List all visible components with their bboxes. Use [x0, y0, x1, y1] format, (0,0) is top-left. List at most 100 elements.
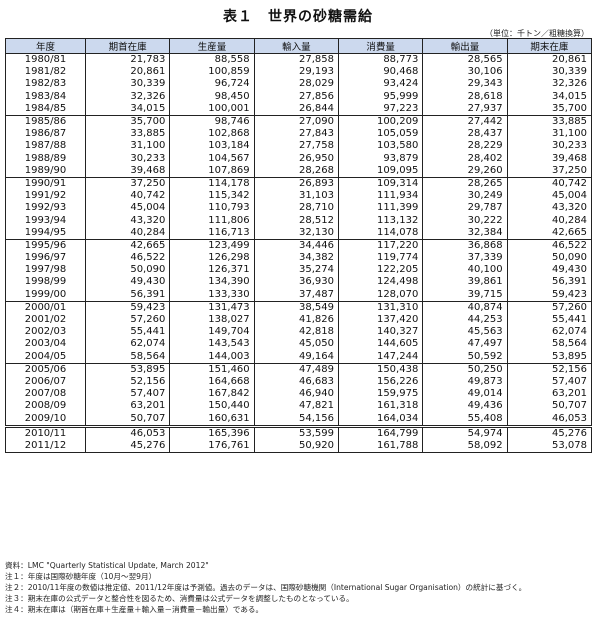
table-cell: 31,103	[253, 190, 339, 203]
table-cell: 54,156	[253, 412, 339, 427]
table-row: 1984/85 34,015 100,001 26,844 97,223 27,937 35…	[5, 102, 593, 116]
table-cell: 63,201	[84, 400, 171, 413]
table-cell: 40,874	[422, 300, 508, 314]
table-cell: 113,132	[337, 214, 424, 227]
table-cell: 27,843	[253, 128, 339, 141]
table-cell: 117,220	[337, 238, 424, 252]
table-cell: 138,027	[169, 313, 255, 327]
table-cell: 33,885	[506, 114, 593, 129]
table-cell: 46,940	[253, 388, 339, 401]
table-cell: 45,276	[84, 439, 171, 453]
table-cell: 37,250	[506, 164, 593, 178]
table-cell: 133,330	[169, 288, 255, 302]
table-cell: 159,975	[337, 388, 424, 401]
table-row: 1992/93 45,004 110,793 28,710 111,399 29,787 4…	[5, 202, 593, 215]
table-cell: 52,156	[84, 375, 171, 389]
sugar-supply-table: 年度 期首在庫 生産量 輸入量 消費量 輸出量 期末在庫 1980/81 21,7…	[5, 38, 593, 453]
table-cell: 27,856	[253, 90, 339, 103]
table-cell: 36,868	[422, 238, 508, 252]
table-row: 1987/88 31,100 103,184 27,758 103,580 28,229 3…	[5, 140, 593, 153]
table-cell: 45,276	[506, 424, 593, 440]
table-cell: 30,106	[422, 66, 508, 79]
table-cell: 42,665	[84, 238, 171, 252]
table-cell: 90,468	[337, 66, 424, 79]
table-cell: 45,004	[84, 202, 171, 215]
row-year-cell: 1994/95	[5, 226, 86, 240]
col-header-closing-stock: 期末在庫	[506, 38, 593, 54]
table-cell: 167,842	[169, 388, 255, 401]
table-cell: 103,580	[337, 140, 424, 153]
table-cell: 116,713	[169, 226, 255, 240]
table-cell: 126,371	[169, 264, 255, 277]
table-cell: 57,260	[84, 313, 171, 327]
table-cell: 55,408	[422, 412, 508, 427]
table-cell: 156,226	[337, 375, 424, 389]
table-row: 1989/90 39,468 107,869 28,268 109,095 29,260 3…	[5, 164, 593, 178]
table-cell: 137,420	[337, 313, 424, 327]
table-cell: 144,605	[337, 338, 424, 351]
table-cell: 62,074	[506, 326, 593, 339]
table-cell: 100,001	[169, 102, 255, 116]
table-cell: 62,074	[84, 338, 171, 351]
table-cell: 20,861	[506, 53, 593, 67]
table-cell: 46,683	[253, 375, 339, 389]
table-cell: 30,222	[422, 214, 508, 227]
row-year-cell: 2009/10	[5, 412, 86, 427]
table-cell: 28,402	[422, 152, 508, 165]
row-year-cell: 2003/04	[5, 338, 86, 351]
table-cell: 57,260	[506, 300, 593, 314]
row-year-cell: 2006/07	[5, 375, 86, 389]
col-header-exports: 輸出量	[422, 38, 508, 54]
table-cell: 110,793	[169, 202, 255, 215]
table-cell: 28,618	[422, 90, 508, 103]
table-row: 1998/99 49,430 134,390 36,930 124,498 39,861 5…	[5, 276, 593, 289]
table-cell: 53,895	[506, 350, 593, 364]
table-cell: 32,130	[253, 226, 339, 240]
table-cell: 40,284	[84, 226, 171, 240]
table-body: 1980/81 21,783 88,558 27,858 88,773 28,565 20,…	[5, 53, 593, 453]
table-cell: 100,859	[169, 66, 255, 79]
row-year-cell: 1996/97	[5, 252, 86, 265]
table-cell: 131,473	[169, 300, 255, 314]
table-cell: 102,868	[169, 128, 255, 141]
table-cell: 47,821	[253, 400, 339, 413]
table-cell: 30,249	[422, 190, 508, 203]
table-cell: 176,761	[169, 439, 255, 453]
table-cell: 98,746	[169, 114, 255, 129]
table-cell: 32,384	[422, 226, 508, 240]
row-year-cell: 2010/11	[5, 424, 86, 440]
row-year-cell: 2002/03	[5, 326, 86, 339]
row-year-cell: 1983/84	[5, 90, 86, 103]
table-cell: 28,029	[253, 78, 339, 91]
table-cell: 109,314	[337, 176, 424, 191]
table-cell: 150,438	[337, 362, 424, 376]
table-cell: 28,229	[422, 140, 508, 153]
table-row: 2008/09 63,201 150,440 47,821 161,318 49,436 5…	[5, 400, 593, 413]
row-year-cell: 2005/06	[5, 362, 86, 376]
table-cell: 46,522	[506, 238, 593, 252]
table-cell: 47,489	[253, 362, 339, 376]
table-cell: 32,326	[84, 90, 171, 103]
table-cell: 111,934	[337, 190, 424, 203]
table-cell: 161,318	[337, 400, 424, 413]
table-row: 1999/00 56,391 133,330 37,487 128,070 39,715 5…	[5, 288, 593, 302]
table-cell: 28,437	[422, 128, 508, 141]
table-cell: 58,564	[84, 350, 171, 364]
table-cell: 34,015	[506, 90, 593, 103]
row-year-cell: 2000/01	[5, 300, 86, 314]
table-cell: 40,742	[506, 176, 593, 191]
table-cell: 161,788	[337, 439, 424, 453]
table-row: 2010/11 46,053 165,396 53,599 164,799 54,974 4…	[5, 424, 593, 440]
table-cell: 29,343	[422, 78, 508, 91]
table-cell: 165,396	[169, 424, 255, 440]
table-cell: 124,498	[337, 276, 424, 289]
table-cell: 21,783	[84, 53, 171, 67]
table-row: 2004/05 58,564 144,003 49,164 147,244 50,592 5…	[5, 350, 593, 364]
table-cell: 46,053	[506, 412, 593, 427]
row-year-cell: 1998/99	[5, 276, 86, 289]
table-cell: 41,826	[253, 313, 339, 327]
table-cell: 54,974	[422, 424, 508, 440]
table-row: 1981/82 20,861 100,859 29,193 90,468 30,106 30…	[5, 66, 593, 79]
table-cell: 164,668	[169, 375, 255, 389]
row-year-cell: 1988/89	[5, 152, 86, 165]
